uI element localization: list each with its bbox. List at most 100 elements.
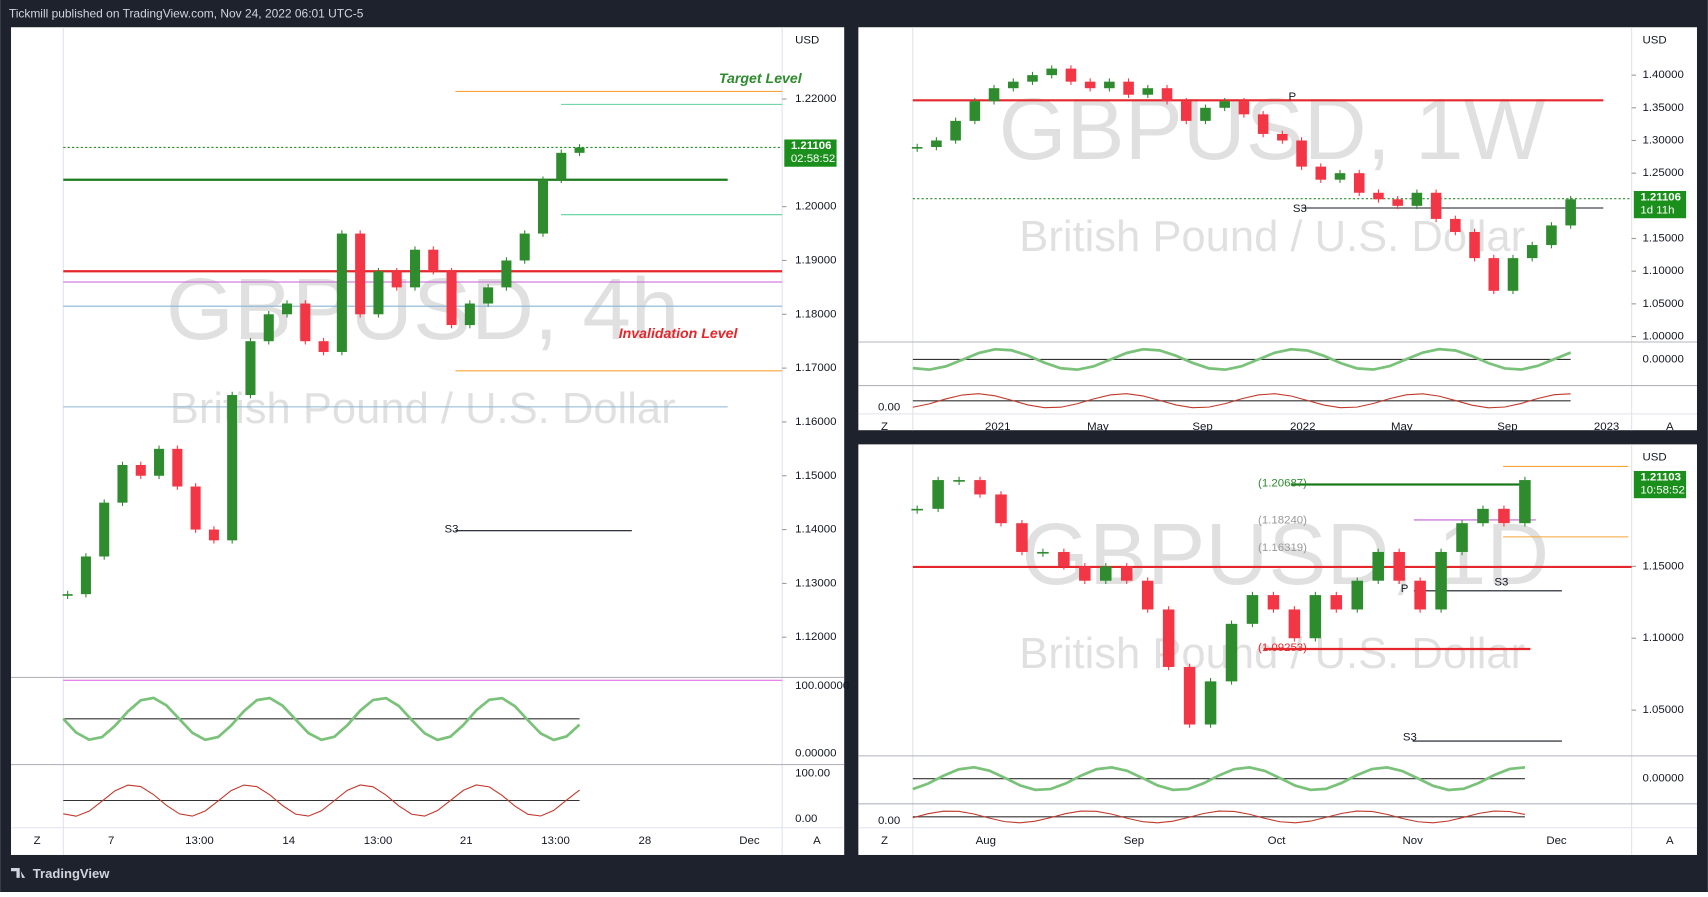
- x-tick-label: Aug: [976, 835, 996, 847]
- y-tick-label: 1.05000: [1643, 704, 1684, 716]
- currency-label: USD: [1643, 34, 1667, 46]
- candle: [263, 314, 274, 342]
- candle: [911, 147, 923, 149]
- control-button[interactable]: A: [1666, 835, 1674, 847]
- oscillator-label: 100.00000: [795, 680, 849, 692]
- candle: [1161, 88, 1173, 102]
- x-tick-label: Sep: [1497, 421, 1517, 433]
- candle: [135, 464, 146, 476]
- x-tick-label: May: [1391, 421, 1413, 433]
- oscillator-label: 0.00: [795, 813, 817, 825]
- candle: [62, 594, 73, 596]
- x-tick-label: Sep: [1124, 835, 1144, 847]
- candle: [1246, 595, 1259, 624]
- candle: [1469, 231, 1480, 259]
- candle: [1204, 681, 1217, 725]
- control-button[interactable]: Z: [34, 835, 41, 847]
- candle: [483, 287, 494, 304]
- oscillator-line: [63, 784, 580, 817]
- candle: [1498, 508, 1510, 524]
- y-tick-label: 1.13000: [795, 577, 836, 589]
- countdown-label: 10:58:52: [1640, 485, 1684, 497]
- x-tick-label: 13:00: [541, 835, 570, 847]
- annotation: P: [1289, 91, 1297, 103]
- candle: [1414, 580, 1426, 610]
- x-tick-label: 28: [639, 835, 652, 847]
- control-button[interactable]: A: [813, 835, 821, 847]
- y-tick-label: 1.14000: [795, 524, 836, 536]
- candle: [1546, 225, 1557, 246]
- annotation: (1.18240): [1258, 515, 1307, 527]
- x-tick-label: 13:00: [185, 835, 214, 847]
- y-tick-label: 1.00000: [1643, 331, 1684, 343]
- watermark-title: GBPUSD, 1W: [999, 81, 1546, 178]
- y-tick-label: 1.15000: [795, 470, 836, 482]
- y-tick-label: 1.19000: [795, 254, 836, 266]
- x-tick-label: 2023: [1594, 421, 1619, 433]
- y-tick-label: 1.15000: [1643, 233, 1684, 245]
- footer-brand: TradingView: [33, 866, 110, 881]
- oscillator-line: [912, 347, 1572, 372]
- candle: [950, 120, 961, 141]
- y-tick-label: 1.18000: [795, 308, 836, 320]
- candle: [1351, 580, 1364, 610]
- candle: [1123, 81, 1134, 95]
- candle: [1183, 666, 1196, 725]
- candle: [1393, 551, 1405, 581]
- x-tick-label: 14: [282, 835, 295, 847]
- candle: [556, 152, 567, 180]
- candle: [1100, 566, 1112, 581]
- last-price-box: [784, 139, 837, 167]
- oscillator-line: [912, 393, 1571, 409]
- candle: [932, 480, 944, 509]
- candle: [1120, 566, 1133, 581]
- x-tick-label: 13:00: [364, 835, 393, 847]
- watermark-subtitle: British Pound / U.S. Dollar: [1019, 630, 1525, 678]
- candle: [464, 303, 475, 326]
- x-tick-label: 7: [108, 835, 114, 847]
- candle: [1296, 140, 1307, 167]
- currency-label: USD: [795, 34, 819, 46]
- candle: [355, 233, 366, 315]
- candle: [282, 303, 293, 315]
- control-button[interactable]: Z: [881, 835, 888, 847]
- candle: [1104, 81, 1115, 89]
- last-price-label: 1.21106: [1640, 192, 1681, 204]
- oscillator-line: [62, 696, 581, 742]
- annotation: S3: [1494, 577, 1508, 589]
- candle: [1016, 523, 1028, 552]
- candle: [969, 101, 981, 121]
- watermark-subtitle: British Pound / U.S. Dollar: [1019, 213, 1525, 261]
- candle: [1257, 114, 1269, 134]
- candle: [1488, 258, 1500, 291]
- oscillator-label: 0.00: [878, 815, 900, 827]
- x-tick-label: Dec: [739, 835, 760, 847]
- oscillator-label: 0.00000: [795, 748, 836, 760]
- annotation: S3: [444, 523, 458, 535]
- candle: [409, 249, 421, 288]
- candle: [1309, 595, 1322, 639]
- candle: [1411, 192, 1423, 206]
- candle: [1027, 75, 1038, 82]
- x-tick-label: Oct: [1268, 835, 1287, 847]
- candle: [336, 233, 347, 352]
- candle: [172, 448, 183, 487]
- candle: [1079, 566, 1091, 581]
- countdown-label: 1d 11h: [1640, 205, 1674, 217]
- candle: [1046, 68, 1057, 76]
- candle: [1142, 88, 1154, 95]
- annotation: S3: [1403, 731, 1417, 743]
- candle: [1267, 595, 1280, 610]
- candle: [99, 502, 110, 557]
- y-tick-label: 1.35000: [1643, 102, 1684, 114]
- candle: [318, 341, 329, 352]
- oscillator-label: 0.00000: [1643, 353, 1684, 365]
- control-button[interactable]: A: [1666, 421, 1674, 433]
- control-button[interactable]: Z: [881, 421, 888, 433]
- annotation: P: [1401, 583, 1409, 595]
- annotation: (1.20687): [1258, 478, 1307, 490]
- candle: [1565, 199, 1576, 226]
- y-tick-label: 1.20000: [795, 201, 836, 213]
- countdown-label: 02:58:52: [791, 153, 835, 165]
